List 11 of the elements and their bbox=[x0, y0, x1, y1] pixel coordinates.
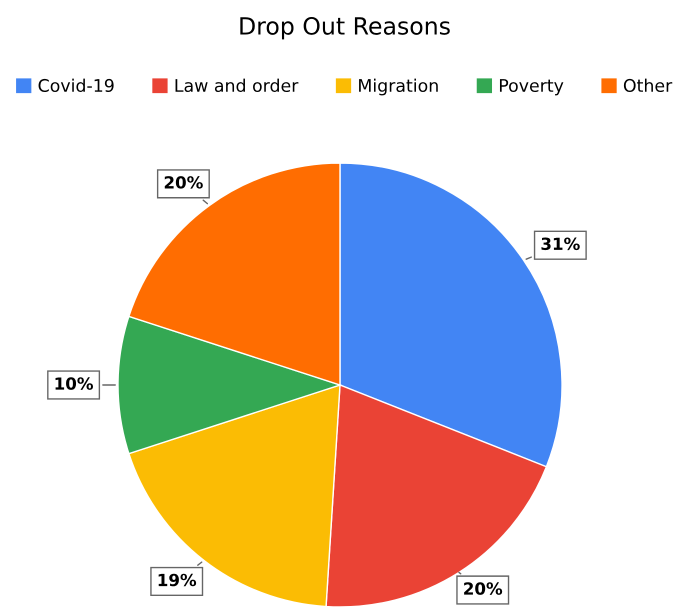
legend-label: Poverty bbox=[500, 79, 564, 96]
data-label: 10% bbox=[56, 377, 94, 390]
data-label: 20% bbox=[164, 176, 203, 189]
legend-label: Covid-19 bbox=[38, 78, 114, 92]
chart-title: Drop Out Reasons bbox=[240, 16, 450, 40]
data-label: 31% bbox=[542, 237, 580, 250]
legend-label: Migration bbox=[359, 78, 438, 96]
data-label: 19% bbox=[158, 574, 196, 586]
legend-label: Law and order bbox=[176, 78, 298, 92]
legend-label: Other bbox=[624, 78, 672, 92]
data-label: 20% bbox=[464, 582, 502, 595]
